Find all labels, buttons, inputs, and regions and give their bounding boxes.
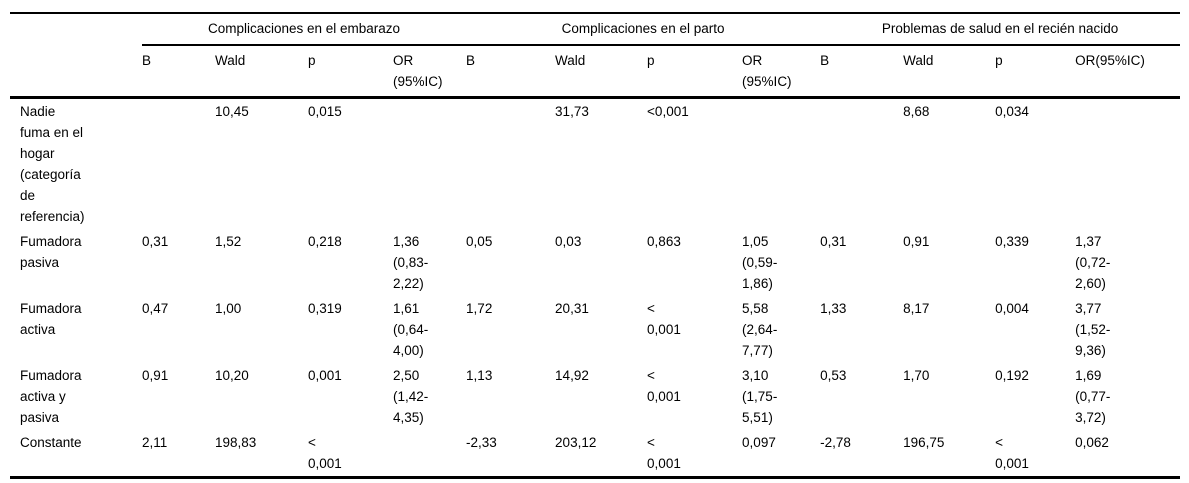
table-cell: 0,034 <box>995 104 1029 119</box>
group-header-embarazo: Complicaciones en el embarazo <box>142 13 467 46</box>
table-cell <box>742 98 820 230</box>
table-cell: 0,31 <box>820 234 847 249</box>
table-cell: 8,17 <box>903 301 930 316</box>
col-header-p-parto: p <box>647 45 743 99</box>
table-cell: 0,339 <box>995 234 1029 249</box>
table-cell <box>466 98 555 230</box>
table-cell: 1,37 (0,72- 2,60) <box>1075 234 1111 291</box>
col-header-wald-parto: Wald <box>555 45 648 99</box>
table-cell: -2,78 <box>820 435 851 450</box>
table-cell: 0,91 <box>903 234 930 249</box>
table-cell: < 0,001 <box>647 435 681 471</box>
table-cell: 31,73 <box>555 104 589 119</box>
table-cell: 0,863 <box>647 234 681 249</box>
table-cell: 1,00 <box>215 301 242 316</box>
table-cell <box>393 430 466 478</box>
table-cell: 0,218 <box>308 234 342 249</box>
logistic-regression-table: Complicaciones en el embarazo Complicaci… <box>10 12 1181 479</box>
table-cell: 5,58 (2,64- 7,77) <box>742 301 778 358</box>
table-cell: 3,10 (1,75- 5,51) <box>742 368 778 425</box>
table-cell: < 0,001 <box>308 435 342 471</box>
table-row-fumadora-activa: Fumadora activa 0,47 1,00 0,319 1,61 (0,… <box>10 296 1180 363</box>
table-cell: 198,83 <box>215 435 257 450</box>
table-cell: 14,92 <box>555 368 589 383</box>
table-cell: < 0,001 <box>647 301 681 337</box>
table-cell: 196,75 <box>903 435 945 450</box>
table-cell: 1,33 <box>820 301 847 316</box>
table-cell: 1,61 (0,64- 4,00) <box>393 301 429 358</box>
table-cell: 0,91 <box>142 368 169 383</box>
column-header-row: B Wald p OR (95%IC) B Wald p OR (95%IC) … <box>10 45 1181 99</box>
col-header-p-recien: p <box>995 45 1076 99</box>
col-header-b-embarazo: B <box>142 45 215 99</box>
table-cell <box>820 98 903 230</box>
corner-cell <box>10 13 142 45</box>
table-cell: 0,53 <box>820 368 847 383</box>
col-header-wald-embarazo: Wald <box>215 45 308 99</box>
table-cell: < 0,001 <box>647 368 681 404</box>
row-label: Nadie fuma en el hogar (categoría de ref… <box>20 104 85 224</box>
table-cell: 0,004 <box>995 301 1029 316</box>
row-label: Fumadora activa y pasiva <box>20 368 82 425</box>
table-cell: 20,31 <box>555 301 589 316</box>
table-cell <box>1075 98 1180 230</box>
table-cell: -2,33 <box>466 435 497 450</box>
col-header-p-embarazo: p <box>308 45 393 99</box>
table-cell: <0,001 <box>647 104 689 119</box>
table-cell: 0,001 <box>308 368 342 383</box>
table-cell <box>142 98 215 230</box>
table-cell: 0,319 <box>308 301 342 316</box>
group-header-parto: Complicaciones en el parto <box>466 13 821 46</box>
table-cell: 10,20 <box>215 368 249 383</box>
table-cell: 1,13 <box>466 368 493 383</box>
table-cell <box>393 98 466 230</box>
table-cell: 1,36 (0,83- 2,22) <box>393 234 429 291</box>
table-row-nadie-fuma: Nadie fuma en el hogar (categoría de ref… <box>10 98 1180 230</box>
table-cell: 3,77 (1,52- 9,36) <box>1075 301 1111 358</box>
table-row-fumadora-pasiva: Fumadora pasiva 0,31 1,52 0,218 1,36 (0,… <box>10 229 1180 296</box>
table-cell: 0,015 <box>308 104 342 119</box>
table-cell: 0,47 <box>142 301 169 316</box>
row-label-header <box>10 45 142 99</box>
table-cell: 0,097 <box>742 435 776 450</box>
col-header-wald-recien: Wald <box>903 45 996 99</box>
col-header-b-recien: B <box>820 45 904 99</box>
table-cell: 1,52 <box>215 234 242 249</box>
table-cell: 2,50 (1,42- 4,35) <box>393 368 429 425</box>
col-header-or-embarazo: OR (95%IC) <box>393 45 467 99</box>
col-header-or-parto: OR (95%IC) <box>742 45 821 99</box>
table-cell: 0,05 <box>466 234 493 249</box>
table-cell: 0,03 <box>555 234 582 249</box>
table-cell: 1,70 <box>903 368 930 383</box>
table-cell: 2,11 <box>142 435 168 450</box>
table-row-fumadora-activa-pasiva: Fumadora activa y pasiva 0,91 10,20 0,00… <box>10 363 1180 430</box>
table-cell: < 0,001 <box>995 435 1029 471</box>
col-header-or-recien: OR(95%IC) <box>1075 45 1181 99</box>
table-cell: 10,45 <box>215 104 249 119</box>
table-cell: 1,72 <box>466 301 493 316</box>
col-header-b-parto: B <box>466 45 556 99</box>
table-row-constante: Constante 2,11 198,83 < 0,001 -2,33 203,… <box>10 430 1180 478</box>
row-label: Constante <box>20 435 82 450</box>
group-header-recien-nacido: Problemas de salud en el recién nacido <box>820 13 1181 46</box>
row-label: Fumadora pasiva <box>20 234 82 270</box>
table-cell: 0,192 <box>995 368 1029 383</box>
table-cell: 1,69 (0,77- 3,72) <box>1075 368 1111 425</box>
row-label: Fumadora activa <box>20 301 82 337</box>
table-cell: 0,062 <box>1075 435 1109 450</box>
table-cell: 0,31 <box>142 234 169 249</box>
table-cell: 1,05 (0,59- 1,86) <box>742 234 778 291</box>
table-cell: 203,12 <box>555 435 597 450</box>
table-cell: 8,68 <box>903 104 930 119</box>
group-header-row: Complicaciones en el embarazo Complicaci… <box>10 13 1181 46</box>
